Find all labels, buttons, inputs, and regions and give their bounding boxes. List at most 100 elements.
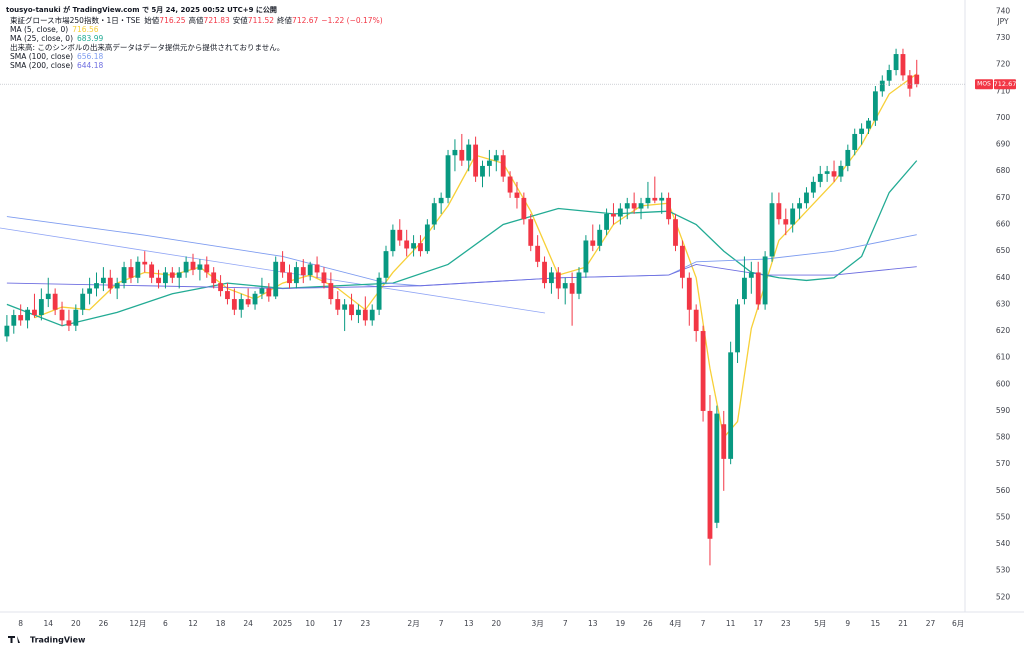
- x-tick-label: 6: [163, 619, 168, 628]
- candle-body: [218, 283, 223, 292]
- candle-body: [659, 197, 665, 201]
- candle-body: [872, 91, 878, 121]
- candle-body: [418, 243, 423, 252]
- y-tick-label: 590: [996, 406, 1011, 415]
- volume-note: 出来高: このシンボルの出来高データはデータ提供元から提供されておりません。: [10, 42, 284, 52]
- candle-body: [411, 243, 416, 249]
- candle-body: [604, 213, 609, 230]
- candle-body: [335, 299, 341, 310]
- candle-body: [679, 245, 685, 278]
- price-tag: [994, 79, 1016, 90]
- candle-body: [107, 277, 113, 289]
- candle-body: [190, 261, 196, 270]
- candle-body: [859, 128, 865, 134]
- candle-body: [500, 155, 506, 177]
- candle-body: [121, 267, 127, 284]
- candle-body: [652, 197, 658, 201]
- candle-body: [824, 171, 830, 174]
- candle-body: [686, 277, 692, 310]
- candle-body: [356, 309, 361, 316]
- y-tick-label: 530: [996, 566, 1011, 575]
- candle-body: [431, 203, 437, 225]
- x-tick-label: 7: [563, 619, 568, 628]
- candle-body: [459, 149, 465, 161]
- candle-body: [445, 155, 451, 198]
- y-tick-label: 720: [996, 60, 1011, 69]
- candle-body: [597, 229, 603, 246]
- candle-body: [645, 197, 651, 204]
- ohlc-value: 721.83: [204, 16, 230, 25]
- candle-body: [521, 197, 527, 220]
- x-tick-label: 24: [243, 619, 253, 628]
- candle-body: [555, 272, 561, 289]
- candle-body: [231, 299, 237, 310]
- candle-body: [907, 75, 913, 89]
- candle-body: [197, 264, 203, 270]
- candle-body: [211, 272, 217, 284]
- candle-body: [742, 277, 747, 300]
- candle-body: [852, 133, 858, 150]
- candle-body: [810, 181, 816, 193]
- y-tick-label: 600: [996, 379, 1011, 388]
- candle-body: [328, 283, 334, 300]
- candle-body: [397, 229, 403, 241]
- ohlc-label: 高値: [189, 15, 204, 25]
- candle-body: [707, 410, 713, 539]
- candle-body: [314, 264, 320, 273]
- candle-body: [804, 192, 809, 204]
- candle-body: [879, 80, 885, 92]
- candle-body: [735, 304, 740, 353]
- y-tick-label: 650: [996, 246, 1011, 255]
- y-tick-label: 700: [996, 113, 1011, 122]
- candle-body: [163, 272, 168, 284]
- candle-body: [700, 331, 706, 411]
- candle-body: [838, 165, 844, 177]
- candle-body: [886, 70, 892, 81]
- candle-body: [293, 267, 299, 284]
- x-tick-label: 19: [616, 619, 626, 628]
- x-tick-label: 20: [492, 619, 502, 628]
- candle-body: [831, 171, 837, 177]
- candle-body: [624, 203, 630, 209]
- x-tick-label: 13: [464, 619, 474, 628]
- x-tick-label: 18: [216, 619, 226, 628]
- candle-body: [52, 293, 58, 310]
- candle-body: [762, 256, 768, 305]
- candle-body: [183, 261, 189, 273]
- candle-body: [287, 272, 292, 284]
- candle-body: [321, 272, 327, 284]
- x-tick-label: 5月: [814, 619, 826, 628]
- y-tick-label: 570: [996, 459, 1011, 468]
- y-tick-label: 660: [996, 220, 1011, 229]
- ohlc-value: 716.25: [159, 16, 185, 25]
- price-tag-value: 712.67: [994, 80, 1017, 88]
- x-tick-label: 2025: [273, 619, 292, 628]
- candle-body: [666, 197, 672, 220]
- brand-logo: [8, 636, 20, 643]
- candle-body: [342, 304, 348, 310]
- candle-body: [817, 173, 823, 182]
- candle-body: [73, 309, 79, 326]
- x-tick-label: 13: [588, 619, 598, 628]
- legend-value: 683.99: [77, 34, 103, 43]
- legend-value: 656.18: [77, 52, 103, 61]
- x-tick-label: 7: [701, 619, 706, 628]
- candle-body: [349, 304, 354, 316]
- y-tick-label: 740: [996, 6, 1011, 15]
- candle-body: [480, 165, 485, 177]
- candle-body: [673, 219, 678, 246]
- x-tick-label: 12月: [129, 619, 146, 628]
- x-tick-label: 8: [18, 619, 23, 628]
- candle-body: [797, 203, 802, 209]
- x-tick-label: 4月: [669, 619, 681, 628]
- legend-value: 644.18: [77, 61, 103, 70]
- legend-entry: SMA (200, close) 644.18: [10, 61, 103, 70]
- candle-body: [307, 264, 313, 276]
- price-tag: [975, 79, 993, 90]
- candle-body: [473, 144, 479, 177]
- candle-body: [693, 309, 699, 332]
- candle-body: [900, 54, 906, 76]
- x-tick-label: 15: [871, 619, 881, 628]
- candle-body: [11, 315, 17, 326]
